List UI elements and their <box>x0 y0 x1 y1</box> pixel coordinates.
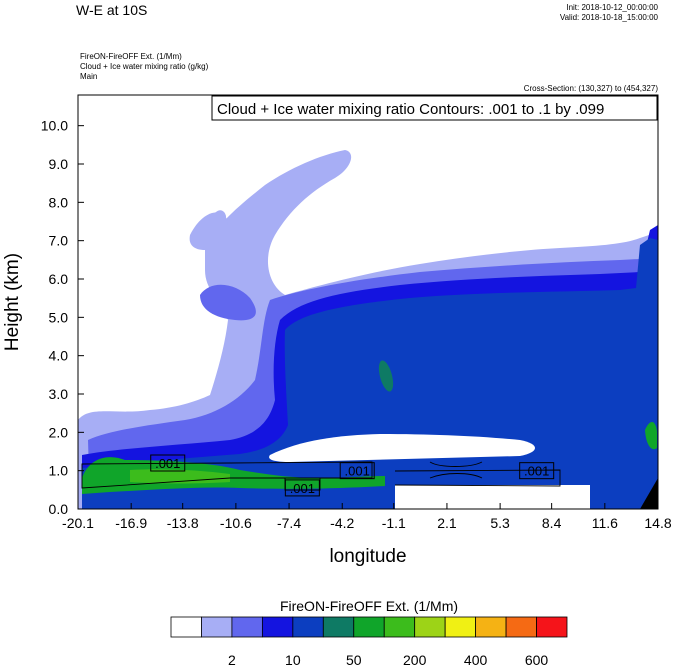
x-tick-label: -13.8 <box>167 515 199 531</box>
x-tick-label: -10.6 <box>220 515 252 531</box>
colorbar-swatch <box>383 616 416 638</box>
y-tick-label: 6.0 <box>49 271 69 287</box>
colorbar-title: FireON-FireOFF Ext. (1/Mm) <box>280 598 458 614</box>
y-tick-label: 3.0 <box>49 386 69 402</box>
y-tick-label: 4.0 <box>49 348 69 364</box>
field-line-1: FireON-FireOFF Ext. (1/Mm) <box>80 52 182 61</box>
contour-line-4 <box>429 461 483 479</box>
contour-info-text: Cloud + Ice water mixing ratio Contours:… <box>217 101 604 118</box>
y-axis-label: Height (km) <box>2 253 23 351</box>
contour-lines <box>81 461 561 491</box>
contour-label: .001 <box>290 481 315 496</box>
colorbar-tick-label: 2 <box>228 652 236 667</box>
contour-label-box <box>284 479 320 497</box>
contour-label-box <box>150 454 186 472</box>
colorbar: 2 10 50 200 400 600 <box>170 616 568 667</box>
colorbar-swatch <box>353 616 385 638</box>
contour-label-box <box>339 462 375 480</box>
x-tick-label: -4.2 <box>330 515 354 531</box>
y-tick-label: 1.0 <box>49 463 69 479</box>
colorbar-swatch <box>505 616 537 638</box>
y-tick-label: 9.0 <box>49 156 69 172</box>
chart-title: W-E at 10S <box>76 2 148 18</box>
y-tick-label: 10.0 <box>41 118 68 134</box>
x-tick-label: -20.1 <box>62 515 94 531</box>
y-tick-label: 7.0 <box>49 233 69 249</box>
shade-white-lower <box>395 485 590 509</box>
y-axis-ticks: 0.0 1.0 2.0 3.0 4.0 5.0 6.0 7.0 8.0 9.0 10.0 <box>41 118 84 517</box>
colorbar-tick-label: 600 <box>525 652 549 667</box>
shade-light-patch-b <box>212 210 226 228</box>
colorbar-tick-label: 400 <box>464 652 488 667</box>
x-tick-label: 5.3 <box>490 515 510 531</box>
colorbar-swatch <box>261 616 294 638</box>
field-line-3: Main <box>80 72 98 81</box>
init-time: Init: 2018-10-12_00:00:00 <box>566 3 658 12</box>
shade-white-gap <box>269 434 535 462</box>
cross-section-label: Cross-Section: (130,327) to (454,327) <box>523 84 658 93</box>
x-axis-ticks: -20.1 -16.9 -13.8 -10.6 -7.4 -4.2 -1.1 2.1 5.3 8.… <box>62 503 672 531</box>
y-tick-label: 8.0 <box>49 194 69 210</box>
colorbar-tick-label: 200 <box>403 652 427 667</box>
x-tick-label: -7.4 <box>277 515 301 531</box>
contour-info-box <box>211 95 658 121</box>
shade-green-band <box>82 457 385 494</box>
contour-labels: .001 .001 .001 .001 <box>150 454 555 497</box>
contour-label: .001 <box>345 464 370 479</box>
y-tick-label: 5.0 <box>49 309 69 325</box>
x-tick-label: -16.9 <box>115 515 147 531</box>
contour-label-box <box>519 462 555 480</box>
colorbar-swatch <box>322 616 355 638</box>
colorbar-swatch <box>170 616 202 638</box>
shade-terrain <box>640 478 658 509</box>
x-tick-label: 14.8 <box>644 515 671 531</box>
y-tick-label: 0.0 <box>49 501 69 517</box>
colorbar-tick-label: 10 <box>285 652 301 667</box>
contour-line-2 <box>394 469 561 487</box>
x-tick-label: -1.1 <box>382 515 406 531</box>
colorbar-swatch <box>475 616 507 638</box>
x-tick-label: 11.6 <box>592 515 618 531</box>
valid-time: Valid: 2018-10-18_15:00:00 <box>559 13 658 22</box>
x-tick-label: 8.4 <box>542 515 562 531</box>
colorbar-swatch <box>201 616 233 638</box>
colorbar-swatch <box>231 616 263 638</box>
colorbar-swatch <box>536 616 568 638</box>
plot-frame <box>77 94 659 510</box>
y-tick-label: 2.0 <box>49 424 69 440</box>
colorbar-swatch <box>414 616 446 638</box>
colorbar-tick-label: 50 <box>346 652 362 667</box>
colorbar-swatch <box>292 616 324 638</box>
x-axis-label: longitude <box>329 546 406 567</box>
field-line-2: Cloud + Ice water mixing ratio (g/kg) <box>80 62 209 71</box>
contour-label: .001 <box>524 464 549 479</box>
filled-contours <box>78 150 658 509</box>
shade-teal-blob <box>378 360 394 392</box>
colorbar-swatch <box>444 616 477 638</box>
contour-line-1 <box>81 461 373 489</box>
contour-label: .001 <box>155 456 180 471</box>
shade-right-edge-green <box>645 421 657 450</box>
x-tick-label: 2.1 <box>437 515 457 531</box>
